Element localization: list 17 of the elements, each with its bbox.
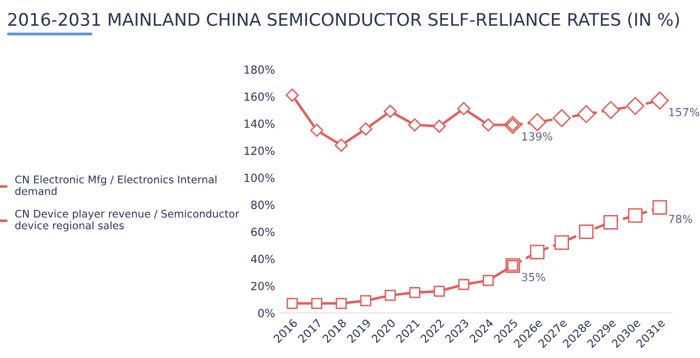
y-tick-label: 20% [251,282,275,290]
y-tick-label: 180% [244,65,275,74]
y-tick-label: 40% [250,254,275,264]
chart-title: 2016-2031 MAINLAND CHINA SEMICONDUCTOR SELF-RELIANCE RATES (IN %) [8,12,679,28]
data-label: 78% [668,214,692,224]
y-tick-label: 160% [244,92,275,101]
data-label: 35% [522,272,546,282]
y-tick-label: 60% [251,228,275,236]
legend-label: CN Electronic Mfg / Electronics Internal demand [15,175,216,196]
y-tick-label: 140% [244,120,275,128]
y-tick-label: 120% [244,146,275,155]
y-tick-label: 80% [251,200,275,210]
y-tick-label: 100% [244,174,275,182]
data-label: 139% [522,132,552,141]
legend-label: CN Device player revenue / Semiconductor device regional sales [15,210,240,232]
data-label: 157% [669,108,700,116]
y-tick-label: 0% [258,308,275,318]
